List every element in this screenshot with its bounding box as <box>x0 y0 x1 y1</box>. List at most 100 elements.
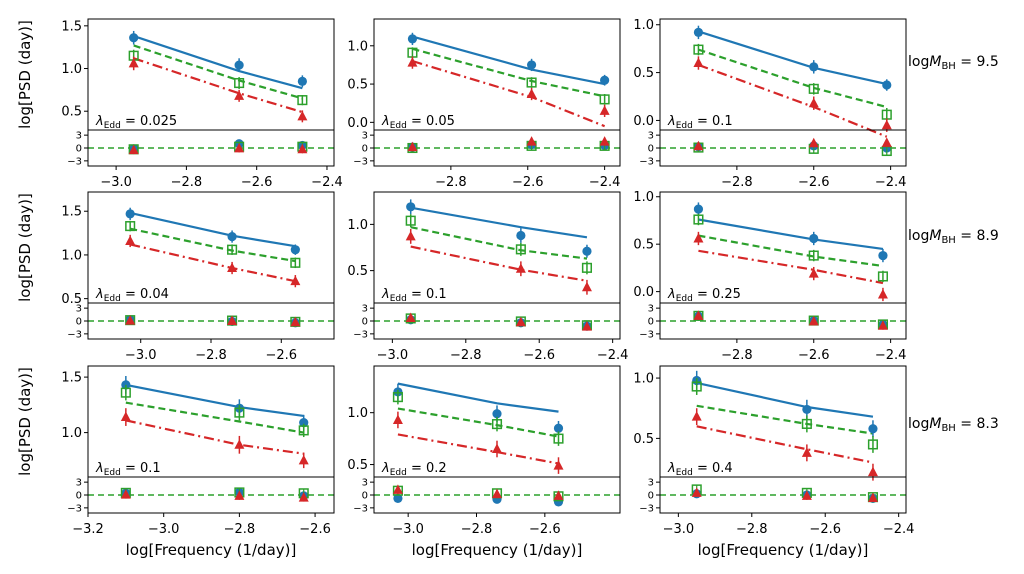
mass-label: logMBH = 9.5 <box>908 54 999 72</box>
x-tick-label: −2.6 <box>265 348 297 363</box>
y-tick-label: 1.0 <box>347 218 368 233</box>
data-point-red <box>553 460 564 470</box>
lambda-subscript: Edd <box>104 121 121 131</box>
model-line-blue <box>412 35 605 86</box>
mass-value: = 9.5 <box>956 54 999 70</box>
residual-point-blue <box>393 493 403 504</box>
data-point-green <box>526 77 537 88</box>
residual-tick-label: −3 <box>639 503 654 514</box>
residual-point-red <box>407 141 418 152</box>
y-tick-label: 0.5 <box>61 292 82 307</box>
residual-point-red <box>867 492 878 502</box>
model-line-blue <box>698 218 884 251</box>
x-tick-label: −2.8 <box>450 348 482 363</box>
residual-tick-label: 0 <box>76 491 82 502</box>
lambda-value: = 0.4 <box>693 461 733 476</box>
data-point-blue <box>526 60 537 70</box>
x-axis-label: log[Frequency (1/day)] <box>412 541 583 559</box>
data-point-blue <box>492 409 502 419</box>
data-point-blue <box>809 233 819 244</box>
lambda-edd-label: λEdd = 0.025 <box>95 114 177 131</box>
panel-r2-c2: 0.5 1.0 3 0−3 −3.0 −2.8 −2.6 −2.4 λEdd = 0.4 <box>633 365 914 537</box>
data-point-green <box>298 425 309 436</box>
x-tick-label: −2.6 <box>798 348 830 363</box>
y-tick-label: 0.0 <box>633 285 654 300</box>
data-point-green <box>691 381 702 392</box>
model-line-green <box>129 227 296 263</box>
residual-tick-label: 0 <box>76 144 82 155</box>
residual-tick-label: 0 <box>648 144 654 155</box>
data-point-red <box>881 119 892 130</box>
y-tick-label: 0.0 <box>347 116 368 131</box>
x-tick-label: −2.4 <box>875 175 907 190</box>
residual-point-red <box>808 315 819 326</box>
residual-point-red <box>290 316 301 327</box>
lambda-edd-label: λEdd = 0.4 <box>667 461 733 478</box>
x-axis-label: log[Frequency (1/day)] <box>698 541 869 559</box>
data-point-red <box>297 110 308 121</box>
data-point-blue <box>227 231 237 242</box>
model-line-green <box>125 401 304 434</box>
residual-point-red <box>120 489 131 499</box>
data-point-red <box>693 232 704 243</box>
residual-tick-label: −3 <box>67 329 82 340</box>
mass-symbol: M <box>929 416 941 432</box>
lambda-value: = 0.04 <box>121 287 169 302</box>
data-point-blue <box>129 33 139 43</box>
data-point-red <box>515 263 526 273</box>
data-point-red <box>128 57 139 68</box>
x-tick-label: −2.8 <box>435 175 467 190</box>
residual-tick-label: 0 <box>362 491 368 502</box>
x-tick-label: −2.4 <box>311 175 343 190</box>
residual-point-red <box>881 137 892 147</box>
y-tick-label: 1.0 <box>347 39 368 54</box>
residual-point-red <box>392 484 403 494</box>
data-point-blue <box>882 80 892 90</box>
residual-point-red <box>128 144 139 155</box>
x-tick-label: −2.8 <box>224 522 256 537</box>
y-tick-label: 0.5 <box>633 238 654 253</box>
model-line-blue <box>696 381 874 418</box>
model-line-red <box>410 245 588 282</box>
residual-point-red <box>526 136 537 146</box>
residual-tick-label: 3 <box>362 304 368 315</box>
data-point-green <box>125 221 136 232</box>
residual-tick-label: 3 <box>648 304 654 315</box>
x-tick-label: −3.0 <box>148 522 180 537</box>
data-point-red <box>599 105 610 115</box>
y-tick-label: 1.0 <box>633 190 654 205</box>
model-line-red <box>133 57 303 114</box>
residual-tick-label: 3 <box>76 304 82 315</box>
lambda-edd-label: λEdd = 0.25 <box>667 287 741 304</box>
data-point-blue <box>406 202 416 212</box>
residual-point-red <box>691 487 702 497</box>
lambda-symbol: λ <box>381 461 390 476</box>
data-point-blue <box>600 75 610 85</box>
data-point-red <box>867 466 878 477</box>
lambda-value: = 0.1 <box>693 114 733 129</box>
y-tick-label: 1.5 <box>61 205 82 220</box>
data-point-red <box>407 57 418 67</box>
y-tick-label: 1.0 <box>61 248 82 263</box>
y-axis-label: log[PSD (day)] <box>16 20 34 129</box>
data-point-green <box>693 214 704 225</box>
residual-tick-label: 3 <box>362 131 368 142</box>
data-point-red <box>808 97 819 108</box>
y-tick-label: 0.5 <box>633 66 654 81</box>
panel-r0-c1: 0.0 0.5 1.0 3 0−3 −2.8 −2.6 −2.4 λEdd = 0.05 <box>347 18 621 190</box>
mass-symbol: M <box>929 54 941 70</box>
y-tick-label: 1.0 <box>633 18 654 33</box>
x-tick-label: −2.8 <box>736 522 768 537</box>
x-tick-label: −3.0 <box>377 348 409 363</box>
data-point-red <box>526 88 537 99</box>
data-point-red <box>298 454 309 465</box>
residual-tick-label: 3 <box>362 478 368 489</box>
x-tick-label: −3.0 <box>392 522 424 537</box>
residual-tick-label: 0 <box>362 317 368 328</box>
data-point-green <box>297 95 308 106</box>
panel-r1-c2: 0.0 0.5 1.0 3 0−3 −2.8 −2.6 −2.4 λEdd = 0.25 <box>633 190 907 363</box>
mass-subscript: BH <box>941 61 955 72</box>
model-line-blue <box>397 382 559 413</box>
model-line-green <box>410 226 588 260</box>
x-tick-label: −2.8 <box>171 175 203 190</box>
